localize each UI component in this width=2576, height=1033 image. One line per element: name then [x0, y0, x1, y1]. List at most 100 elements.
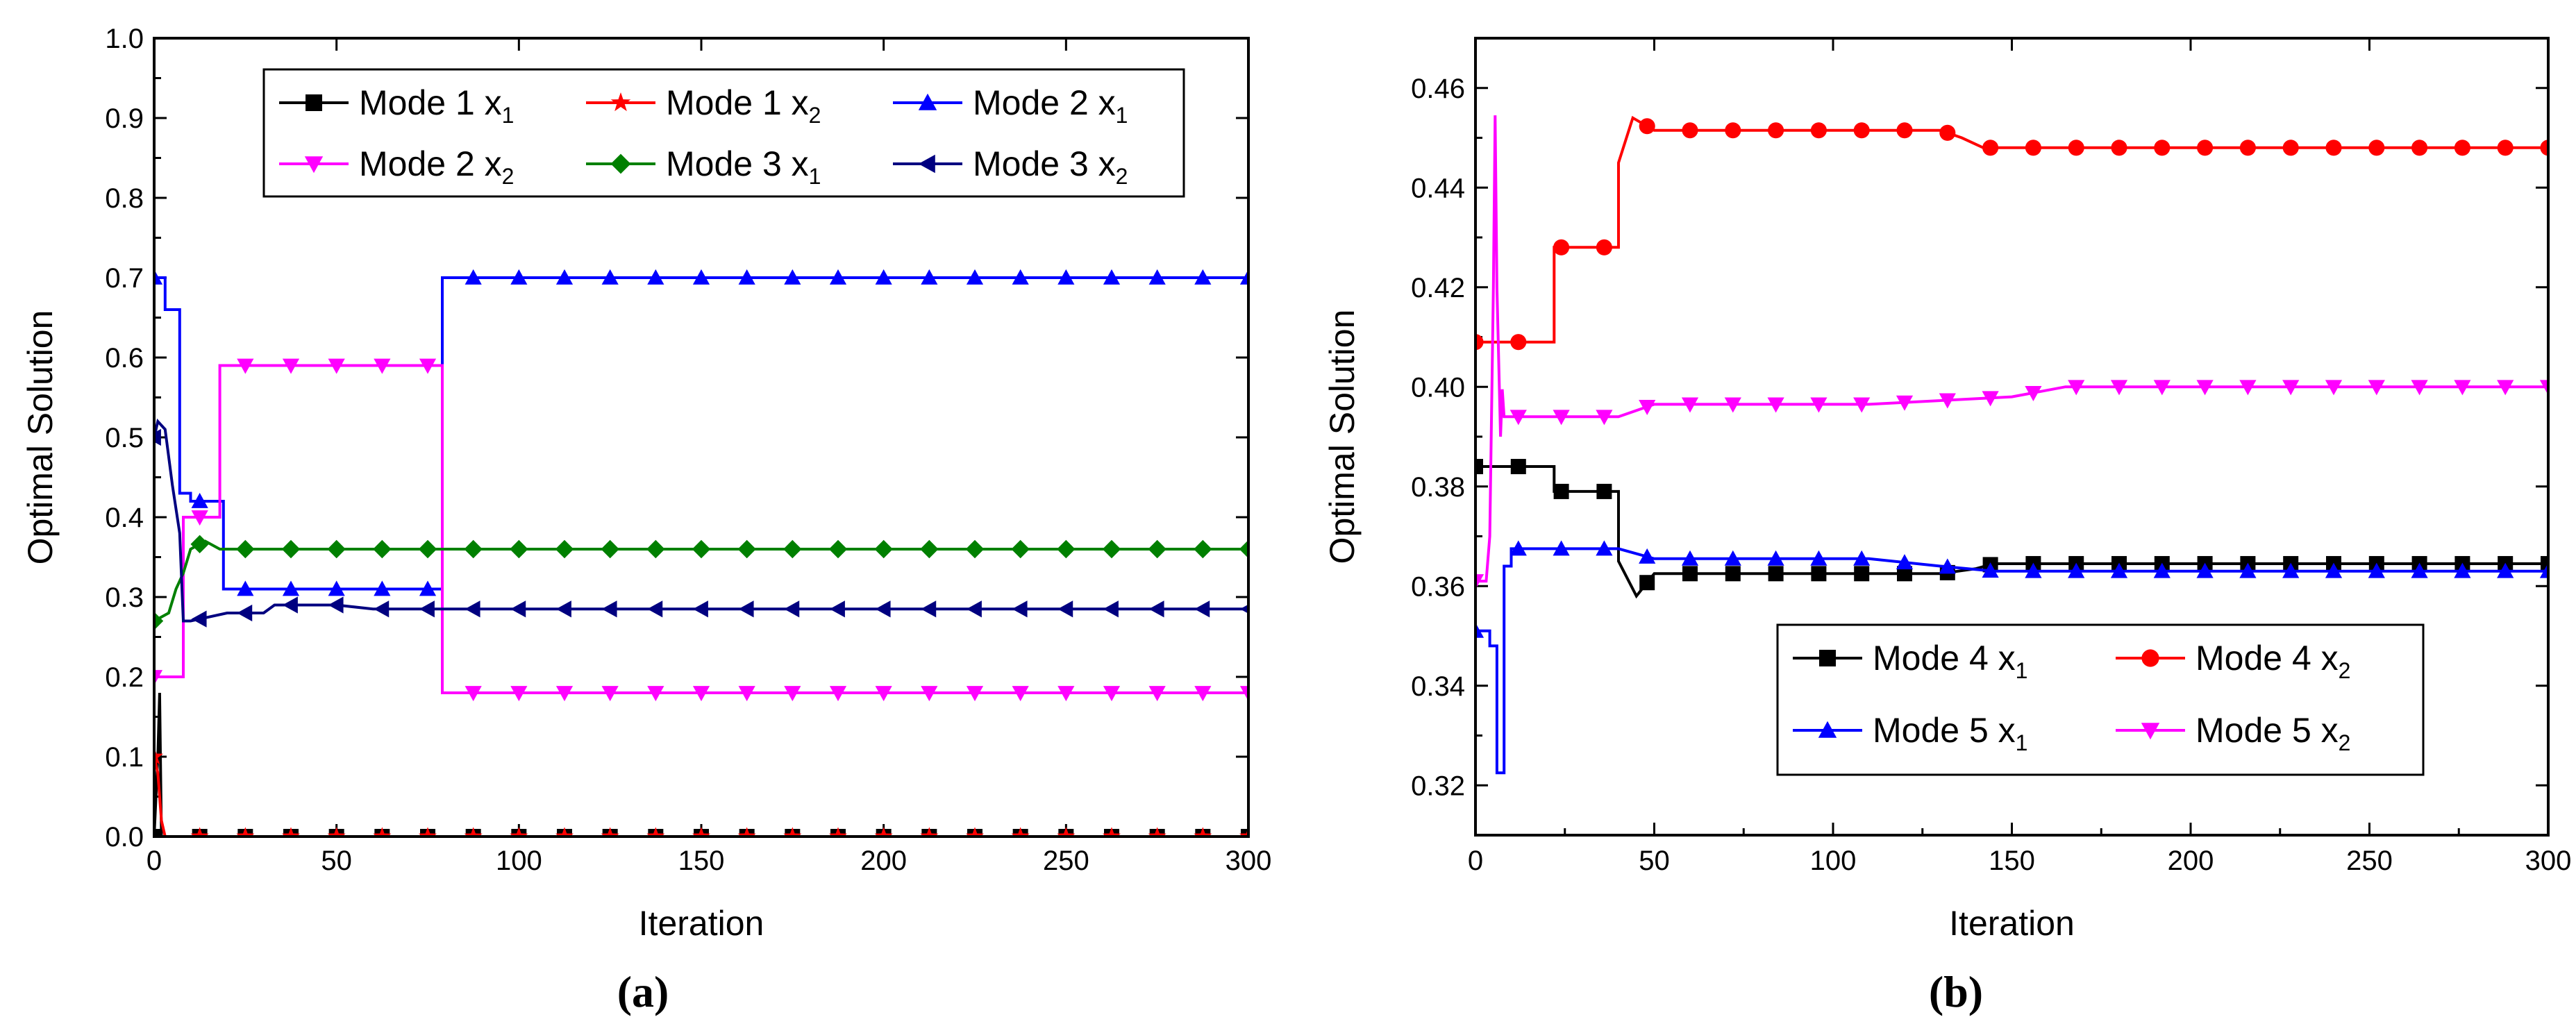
chart-b-series-0-point — [1510, 459, 1526, 475]
chart-a-legend-label-subscript: 1 — [809, 164, 821, 189]
chart-a-series-1-point — [327, 827, 346, 837]
chart-a-series-1-point — [601, 827, 619, 837]
chart-a-xtick-label: 50 — [321, 846, 352, 876]
chart-b-series-3-point — [1553, 410, 1570, 426]
chart-a-series-1-line — [154, 756, 1248, 837]
chart-a-series-3-point — [829, 686, 847, 702]
chart-a-series-3-point — [784, 686, 801, 702]
chart-a-series-5-point — [191, 610, 207, 628]
chart-b-legend-label-subscript: 1 — [2016, 730, 2028, 755]
chart-a-series-2-point — [966, 269, 984, 285]
chart-a-series-4-point — [464, 539, 483, 559]
chart-b-series-0-point — [1854, 566, 1870, 582]
chart-a-series-3-point — [282, 358, 300, 374]
chart-b-series-3-point — [1853, 397, 1871, 413]
chart-a-series-2-point — [692, 269, 710, 285]
chart-b-legend-box — [1776, 623, 2425, 776]
chart-a-legend-label-text: Mode 3 x — [666, 144, 809, 183]
chart-b-legend-label-0: Mode 4 x1 — [1873, 639, 2027, 683]
chart-a-series-4-point — [1194, 539, 1212, 559]
chart-b-ytick-label: 0.38 — [1411, 472, 1465, 503]
chart-a-series-4-point — [965, 539, 985, 559]
chart-a-series-3-point — [374, 358, 391, 374]
chart-a-series-1-point — [154, 747, 164, 765]
chart-b-series-1-point — [2454, 140, 2470, 156]
chart-a-series-5-line — [154, 418, 1248, 623]
chart-a-series-2-point — [191, 492, 208, 508]
chart-b-legend-item-0: Mode 4 x1 — [1793, 639, 2027, 683]
chart-a-ytick-label: 0.8 — [105, 183, 144, 214]
chart-a-series-2-point — [647, 269, 664, 285]
chart-a-series-2-point — [784, 269, 801, 285]
chart-a-series-3-point — [191, 510, 208, 526]
chart-b-series-2-point — [2368, 562, 2385, 578]
chart-b-series-1-point — [1725, 122, 1741, 139]
chart-b-series-3-point — [1767, 397, 1784, 413]
chart-b-xtick-label: 50 — [1639, 846, 1670, 876]
chart-b-series-1-point — [2282, 140, 2299, 156]
chart-b-series-1-point — [1553, 239, 1570, 255]
chart-a-series-1-point — [874, 827, 893, 837]
chart-a-series-1-point — [1011, 827, 1030, 837]
chart-a-legend-marker-3 — [304, 156, 324, 174]
chart-a-series-1-point — [828, 827, 848, 837]
chart-b-legend-item-2: Mode 5 x1 — [1793, 711, 2027, 755]
chart-a-xtick-label: 250 — [1043, 846, 1089, 876]
chart-b-series-3-point — [2110, 380, 2128, 396]
chart-b-series-3-point — [1596, 410, 1613, 426]
chart-a-series-3-point — [601, 686, 619, 702]
chart-a-series-4-point — [1239, 539, 1248, 559]
chart-a-series-4-point — [692, 539, 711, 559]
chart-a-legend-item-2: Mode 2 x1 — [893, 83, 1128, 128]
chart-a-series-3-point — [419, 358, 437, 374]
chart-b-ytick-label: 0.44 — [1411, 173, 1465, 203]
chart-b-series-1-point — [2068, 140, 2084, 156]
chart-a-xtick-label: 150 — [678, 846, 725, 876]
chart-a-series-5-point — [784, 601, 800, 618]
chart-b-series-1-point — [2497, 140, 2514, 156]
chart-a-ytick-label: 0.0 — [105, 822, 144, 853]
chart-a-series-2-point — [555, 269, 574, 285]
chart-b-series-1-point — [1896, 122, 1913, 139]
chart-a-series-4-point — [373, 539, 392, 559]
chart-a-legend-item-4: Mode 3 x1 — [586, 144, 821, 189]
chart-b-legend-label-2: Mode 5 x1 — [1873, 711, 2027, 755]
chart-a-series-2-point — [921, 269, 938, 285]
chart-a-series-4-point — [1057, 539, 1076, 559]
chart-b-series-2-point — [1596, 540, 1613, 556]
chart-b-series-3-point — [1509, 410, 1527, 426]
chart-a-series-5-point — [1239, 604, 1248, 614]
chart-a-legend-item-5: Mode 3 x2 — [893, 144, 1128, 189]
chart-b-caption: (b) — [1929, 967, 1983, 1016]
chart-b-series-2-point — [1639, 548, 1656, 564]
chart-a-series-4-point — [281, 539, 301, 559]
chart-a-series-4-point — [920, 539, 939, 559]
chart-b-series-2-point — [2153, 562, 2171, 578]
chart-b-series-3-point — [1982, 391, 1999, 407]
chart-a-series-2-point — [1012, 269, 1029, 285]
chart-b-series-2-point — [1896, 554, 1914, 570]
chart-a-series-2-point — [1103, 269, 1121, 285]
chart-a-series-1-point — [920, 827, 939, 837]
chart-a-ytick-label: 1.0 — [105, 24, 144, 54]
chart-b-series-2-point — [2539, 562, 2548, 578]
chart-b-legend-label-text: Mode 4 x — [1873, 639, 2016, 678]
chart-b-legend-marker-1 — [2141, 649, 2159, 667]
chart-b-ytick-label: 0.42 — [1411, 273, 1465, 303]
chart-a-series-4-point — [1148, 539, 1166, 559]
chart-b-legend-label-subscript: 2 — [2339, 730, 2351, 755]
chart-b-series-2-point — [2239, 562, 2257, 578]
chart-b-series-1-point — [1639, 118, 1655, 135]
chart-b-series-3-point — [1475, 574, 1484, 590]
chart-a-series-2-point — [328, 580, 345, 596]
chart-a-series-4-point — [874, 539, 893, 559]
chart-b-series-1-point — [2411, 140, 2428, 156]
chart-b-series-3-line — [1475, 115, 2548, 583]
chart-a-series-4-point — [828, 539, 848, 559]
chart-b-xtick-label: 100 — [1810, 846, 1857, 876]
chart-a-series-5-point — [419, 601, 435, 618]
chart-a-legend-label-text: Mode 1 x — [666, 83, 809, 122]
chart-a: 0 50 100 150 200 250 300 0.0 0.1 0.2 0.3 0.4 0.5 0.6 0… — [21, 24, 1271, 1016]
